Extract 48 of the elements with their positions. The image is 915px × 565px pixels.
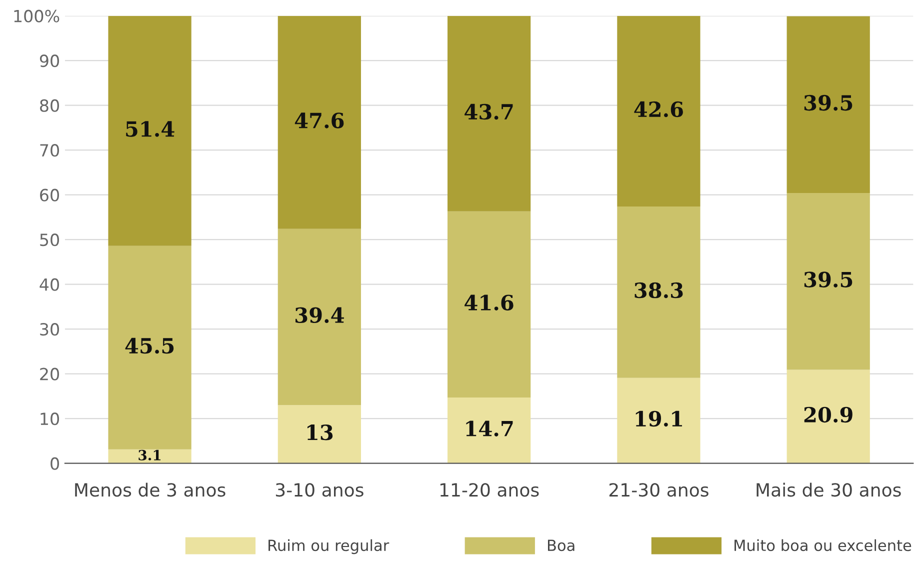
y-tick-label: 20 — [40, 368, 59, 380]
bar — [617, 378, 700, 464]
data-label: 47.6 — [294, 112, 344, 128]
y-tick-label: 70 — [40, 144, 59, 157]
data-label: 39.4 — [296, 307, 344, 324]
y-tick-label: 80 — [40, 99, 59, 112]
bar — [278, 405, 361, 464]
y-tick-label: 60 — [40, 188, 59, 202]
bar — [786, 370, 870, 464]
data-label: 51.4 — [126, 121, 174, 137]
y-tick-label: 0 — [50, 457, 59, 470]
y-tick-label: 30 — [40, 323, 59, 336]
bar — [617, 206, 700, 378]
data-label: 42.6 — [634, 101, 683, 118]
legend-label: Ruim ou regular — [268, 539, 390, 554]
x-tick-label: Mais de 30 anos — [756, 482, 901, 497]
y-tick-label: 10 — [40, 412, 59, 426]
data-label: 39.5 — [804, 94, 852, 111]
bar — [448, 211, 531, 398]
data-label: 19.1 — [636, 410, 682, 427]
bar — [108, 246, 192, 450]
bar — [786, 193, 870, 370]
data-label: 14.7 — [466, 420, 513, 436]
y-tick-label: 50 — [40, 234, 59, 246]
data-label: 41.6 — [464, 294, 514, 310]
bar — [448, 398, 531, 464]
data-label: 13 — [307, 424, 333, 440]
x-tick-label: 3-10 anos — [276, 483, 364, 497]
data-label: 20.9 — [804, 406, 852, 423]
legend-label: Boa — [548, 540, 574, 552]
data-label: 38.3 — [634, 282, 683, 298]
bar — [448, 16, 531, 212]
y-tick-label: 40 — [40, 278, 59, 291]
x-tick-label: Menos de 3 anos — [75, 482, 226, 497]
bar — [278, 228, 361, 406]
bar — [108, 16, 192, 246]
bar — [617, 16, 700, 206]
y-tick-label: 100% — [14, 10, 60, 22]
data-label: 39.5 — [804, 272, 852, 288]
x-tick-label: 11-20 anos — [440, 483, 539, 497]
x-tick-label: 21-30 anos — [609, 483, 708, 497]
bar — [786, 16, 870, 194]
y-tick-label: 90 — [40, 54, 59, 68]
data-label: 3.1 — [138, 450, 160, 460]
bar — [278, 16, 361, 229]
legend-label: Muito boa ou excelente — [734, 539, 912, 552]
data-label: 43.7 — [464, 104, 513, 120]
data-label: 45.5 — [125, 338, 174, 354]
